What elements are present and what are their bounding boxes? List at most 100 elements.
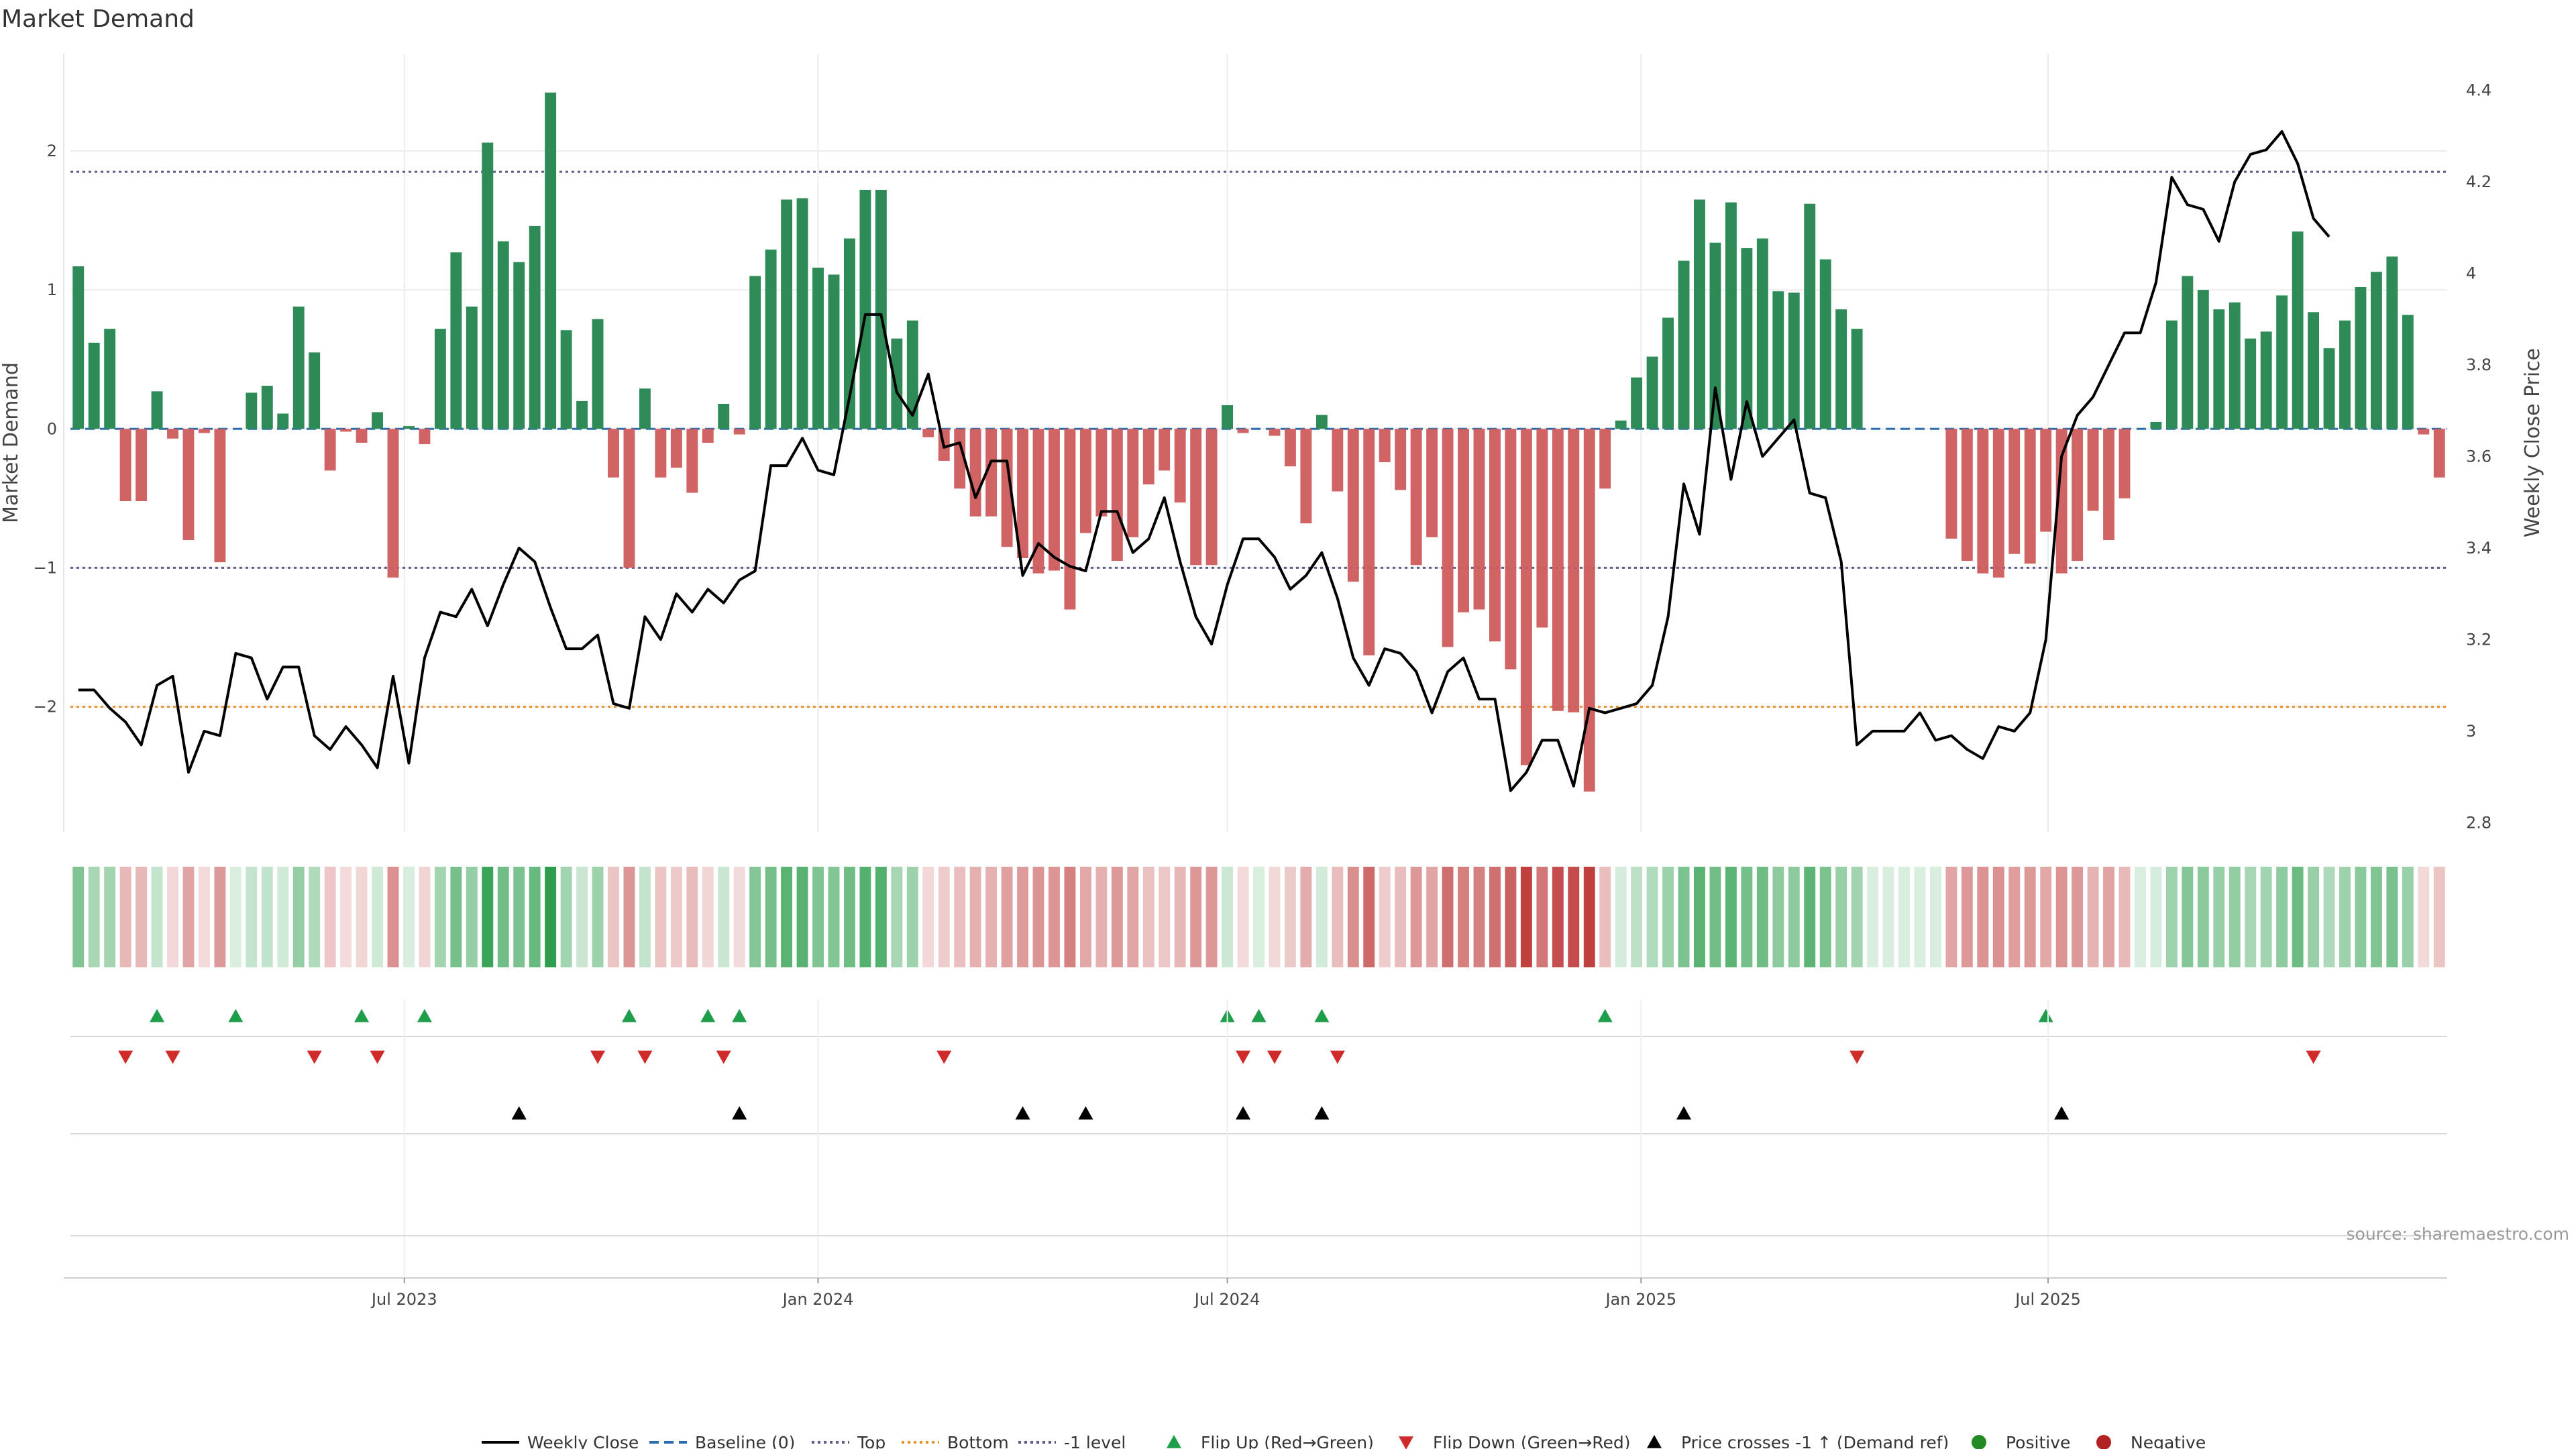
heat-cell: [450, 867, 462, 967]
legend-swatch: [2096, 1435, 2111, 1449]
heat-cell: [922, 867, 934, 967]
heat-cell: [136, 867, 148, 967]
price-cross-marker: [2054, 1106, 2070, 1120]
legend-item: Baseline (0): [649, 1433, 795, 1449]
heat-cell: [906, 867, 918, 967]
heat-cell: [1536, 867, 1548, 967]
demand-bar: [1395, 429, 1407, 490]
heat-cell: [1662, 867, 1674, 967]
heat-cell: [1804, 867, 1816, 967]
demand-bar: [1489, 429, 1501, 642]
heat-cell: [765, 867, 777, 967]
heat-cell: [2260, 867, 2272, 967]
heat-cell: [623, 867, 635, 967]
demand-bar: [1284, 429, 1296, 467]
demand-bar: [1111, 429, 1123, 561]
flip-up-marker: [417, 1009, 432, 1022]
demand-bar: [1473, 429, 1485, 610]
price-cross-marker: [1078, 1106, 1093, 1120]
heat-cell: [482, 867, 494, 967]
heat-cell: [1111, 867, 1123, 967]
flip-up-marker: [354, 1009, 370, 1022]
left-tick-label: −1: [34, 558, 57, 577]
heat-cell: [2386, 867, 2398, 967]
heat-cell: [2418, 867, 2430, 967]
heat-cell: [1520, 867, 1532, 967]
heat-cell: [434, 867, 446, 967]
flip-down-marker: [307, 1051, 322, 1064]
heat-cell: [670, 867, 682, 967]
right-tick-label: 3.2: [2466, 630, 2491, 649]
demand-bar: [2150, 421, 2162, 429]
demand-bar: [1945, 429, 1957, 539]
demand-bar: [1520, 429, 1532, 765]
heat-cell: [1237, 867, 1249, 967]
heat-cell: [1505, 867, 1517, 967]
demand-bar: [1379, 429, 1391, 462]
demand-bar: [1977, 429, 1989, 574]
price-cross-marker: [732, 1106, 747, 1120]
demand-bar: [466, 307, 478, 429]
demand-bar: [434, 329, 446, 429]
demand-bar: [292, 307, 305, 429]
heat-cell: [1819, 867, 1831, 967]
demand-bar: [1159, 429, 1171, 471]
demand-bar: [1300, 429, 1312, 524]
demand-bar: [2245, 338, 2257, 429]
demand-bar: [1174, 429, 1186, 503]
heat-cell: [2150, 867, 2162, 967]
heat-cell: [1222, 867, 1234, 967]
heat-cell: [1142, 867, 1155, 967]
heat-cell: [277, 867, 289, 967]
demand-bar: [655, 429, 667, 478]
heat-cell: [1788, 867, 1800, 967]
demand-bar: [1190, 429, 1202, 566]
demand-bar: [1583, 429, 1595, 792]
demand-bar: [1662, 317, 1674, 429]
legend-label: Baseline (0): [695, 1433, 795, 1449]
flip-down-marker: [637, 1051, 653, 1064]
right-tick-label: 3.6: [2466, 447, 2491, 466]
heat-cell: [985, 867, 998, 967]
heat-cell: [529, 867, 541, 967]
demand-bar: [372, 412, 383, 429]
flip-up-marker: [732, 1009, 747, 1022]
heat-cell: [1835, 867, 1847, 967]
heat-cell: [2339, 867, 2351, 967]
heat-cell: [1615, 867, 1627, 967]
demand-bar: [875, 190, 887, 429]
source-note: source: sharemaestro.com: [2347, 1224, 2570, 1244]
legend-item: Weekly Close: [482, 1433, 639, 1449]
heat-cell: [1017, 867, 1028, 967]
demand-bar: [922, 429, 934, 437]
legend-item: Flip Down (Green→Red): [1399, 1433, 1631, 1449]
demand-bar: [1678, 260, 1690, 429]
heat-cell: [1458, 867, 1469, 967]
heat-cell: [1599, 867, 1611, 967]
left-tick-label: −2: [34, 698, 57, 716]
heat-cell: [1992, 867, 2004, 967]
heat-cell: [2308, 867, 2320, 967]
heat-cell: [969, 867, 981, 967]
demand-bar: [214, 429, 226, 563]
heat-cell: [1725, 867, 1737, 967]
heat-cell: [466, 867, 478, 967]
legend-label: Price crosses -1 ↑ (Demand ref): [1681, 1433, 1949, 1449]
demand-bar: [419, 429, 431, 445]
demand-bar: [1756, 238, 1768, 429]
heat-cell: [104, 867, 116, 967]
price-cross-marker: [1015, 1106, 1030, 1120]
demand-bar: [1363, 429, 1375, 655]
heat-cell: [1347, 867, 1359, 967]
heat-cell: [1426, 867, 1438, 967]
heat-cell: [1001, 867, 1013, 967]
demand-bar: [560, 330, 572, 429]
heat-cell: [151, 867, 163, 967]
demand-bar: [2024, 429, 2036, 564]
heat-cell: [167, 867, 178, 967]
demand-bar: [576, 400, 588, 429]
demand-bar: [1205, 429, 1218, 566]
demand-bar: [1032, 429, 1044, 574]
legend-label: -1 level: [1064, 1433, 1126, 1449]
heat-cell: [2229, 867, 2241, 967]
